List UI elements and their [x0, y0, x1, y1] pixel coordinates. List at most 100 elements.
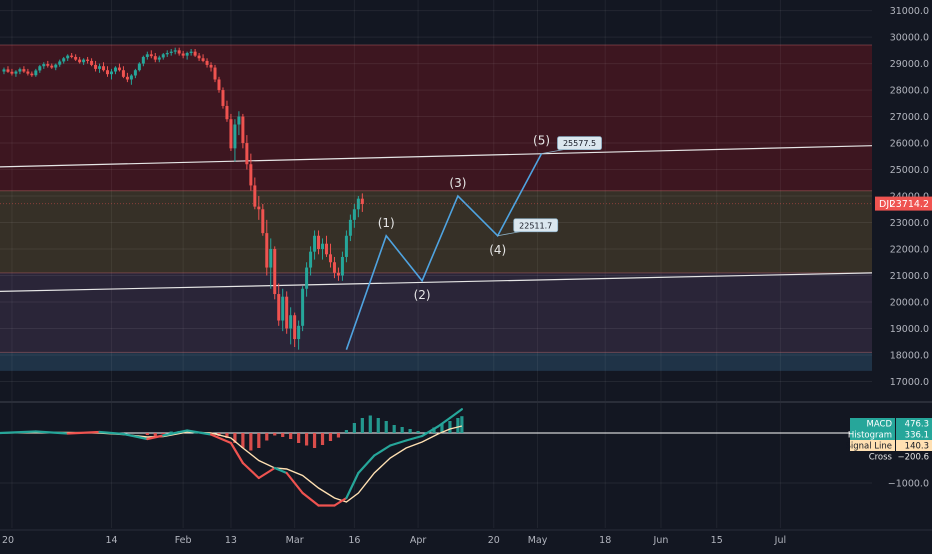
price-tag-pointer-1: [497, 231, 520, 237]
candle-body-75: [301, 288, 305, 326]
time-tick-label-8: May: [528, 535, 548, 546]
time-tick-label-12: Jul: [774, 535, 786, 546]
time-tick-label-0: 20: [2, 535, 14, 546]
macd-axis[interactable]: −1000.0 MACD 476.3 Histogram 336.1 Signal Lin…: [845, 418, 932, 490]
candle-body-30: [121, 70, 125, 77]
candle-body-85: [340, 256, 344, 276]
candle-body-34: [137, 63, 141, 71]
price-tick-label-12: 29000.0: [890, 59, 929, 70]
histogram-bar-17: [281, 433, 285, 437]
candles: [2, 47, 364, 350]
price-axis[interactable]: 17000.0 18000.0 19000.0 20000.0 21000.0 22000…: [0, 6, 932, 388]
candle-body-9: [38, 66, 42, 71]
candle-body-49: [197, 55, 201, 59]
candle-body-43: [173, 50, 177, 52]
macd-line-segment-10: [241, 461, 260, 480]
candle-body-81: [325, 243, 329, 255]
price-tag-box-0[interactable]: [557, 136, 602, 151]
candle-body-23: [94, 64, 98, 69]
time-tick-label-3: 13: [225, 535, 237, 546]
price-zone-2: [0, 272, 872, 353]
time-tick-label-5: 16: [348, 535, 360, 546]
time-tick-label-2: Feb: [175, 535, 192, 546]
macd-line-segment-24: [448, 408, 463, 420]
histogram-bar-1: [153, 433, 157, 436]
candle-body-51: [205, 60, 209, 65]
macd-legend-label-box-1: [850, 429, 895, 440]
time-tick-label-7: 20: [488, 535, 500, 546]
macd-legend-label-0: MACD: [867, 420, 893, 430]
histogram-bar-16: [273, 433, 277, 436]
histogram-bar-40: [460, 416, 464, 433]
histogram-bar-37: [440, 424, 444, 433]
macd-legend-value-3: −200.6: [898, 453, 929, 463]
macd-legend-label-2: Signal Line: [845, 442, 892, 452]
macd-line-segment-19: [373, 444, 392, 457]
candle-body-76: [305, 267, 309, 289]
candle-body-32: [129, 75, 133, 80]
candle-body-11: [46, 64, 50, 66]
trend-lines[interactable]: [0, 145, 873, 292]
histogram-bar-38: [448, 421, 452, 433]
trend-line-0[interactable]: [0, 145, 873, 168]
time-tick-label-11: 15: [711, 535, 723, 546]
wave-path[interactable]: [345, 153, 543, 350]
macd-grid: [0, 401, 932, 531]
macd-line-segment-4: [122, 432, 149, 441]
candle-body-82: [328, 254, 332, 263]
price-tick-label-9: 26000.0: [890, 139, 929, 150]
candle-body-70: [281, 296, 285, 321]
candle-body-57: [229, 119, 233, 149]
macd-line-segment-0: [0, 430, 37, 435]
candle-body-17: [70, 55, 74, 57]
macd-line-segment-1: [34, 430, 69, 435]
candle-body-38: [153, 56, 157, 60]
candle-body-10: [42, 64, 46, 67]
candle-body-83: [332, 262, 336, 273]
candle-body-15: [62, 58, 66, 62]
candle-body-47: [189, 51, 193, 53]
candle-body-41: [165, 52, 169, 55]
elliott-wave[interactable]: (1) (2) (3) (4) (5) 25577.5 22511.7: [345, 134, 602, 350]
candle-body-53: [213, 67, 217, 80]
macd-line-segment-20: [389, 439, 408, 447]
price-tag-box-1[interactable]: [513, 218, 559, 233]
candle-body-42: [169, 51, 173, 53]
candle-body-16: [66, 55, 70, 59]
wave-label-3: (3): [449, 176, 466, 190]
time-axis[interactable]: 20 14 Feb 13 Mar 16 Apr 20 May 18 Jun 15 Jul: [2, 535, 786, 546]
candle-body-65: [261, 209, 265, 234]
histogram-bar-29: [376, 418, 380, 433]
macd-legend-label-box-2: [850, 440, 895, 451]
price-tick-label-8: 25000.0: [890, 165, 929, 176]
candle-body-19: [78, 59, 82, 63]
histogram-bar-19: [297, 433, 301, 443]
candle-body-18: [74, 56, 78, 60]
candle-body-58: [233, 124, 237, 149]
price-tag-label-1: 22511.7: [519, 221, 552, 230]
macd-line-segment-21: [405, 434, 424, 442]
histogram-bar-2: [161, 433, 165, 434]
candle-body-44: [177, 50, 181, 54]
candle-body-26: [106, 70, 110, 75]
macd-line-segment-18: [357, 454, 376, 475]
macd-line-segment-7: [186, 429, 213, 436]
price-tick-label-11: 28000.0: [890, 86, 929, 97]
wave-label-4: (4): [489, 243, 506, 257]
macd-legend-value-2: 140.3: [905, 442, 929, 452]
histogram-bar-32: [400, 427, 404, 433]
candle-body-28: [113, 67, 117, 72]
time-tick-label-9: 18: [599, 535, 611, 546]
candle-body-4: [18, 69, 22, 72]
candle-body-39: [157, 57, 161, 60]
macd-line-segment-8: [209, 433, 233, 445]
macd-legend-label-box-3: [850, 451, 895, 462]
candle-body-78: [313, 235, 317, 252]
macd-panel: [0, 408, 464, 507]
last-price-badge[interactable]: [875, 196, 932, 211]
price-tick-label-2: 19000.0: [890, 324, 929, 335]
trend-line-1[interactable]: [0, 272, 873, 292]
macd-line-segment-5: [146, 434, 165, 441]
